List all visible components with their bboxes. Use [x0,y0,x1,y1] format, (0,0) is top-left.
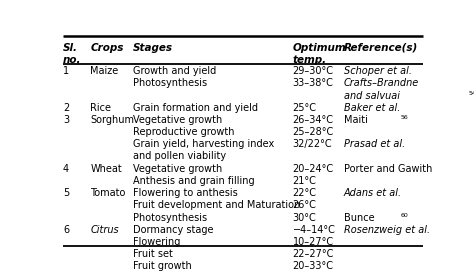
Text: 20–33°C: 20–33°C [292,261,334,271]
Text: Tomato: Tomato [91,188,126,198]
Text: Grain yield, harvesting index
and pollen viability: Grain yield, harvesting index and pollen… [133,139,274,161]
Text: 1: 1 [63,66,69,76]
Text: Reference(s): Reference(s) [344,43,418,53]
Text: Citrus: Citrus [91,225,119,235]
Text: 26–34°C: 26–34°C [292,115,334,125]
Text: Maize: Maize [91,66,118,76]
Text: 30°C: 30°C [292,212,316,222]
Text: Vegetative growth: Vegetative growth [133,115,222,125]
Text: Sl.
no.: Sl. no. [63,43,82,64]
Text: 22–27°C: 22–27°C [292,249,334,259]
Text: 25–28°C: 25–28°C [292,127,334,137]
Text: Growth and yield: Growth and yield [133,66,216,76]
Text: Optimum
temp.: Optimum temp. [292,43,346,64]
Text: 4: 4 [63,164,69,174]
Text: Crops: Crops [91,43,124,53]
Text: 20–24°C: 20–24°C [292,164,334,174]
Text: Adans et al.: Adans et al. [344,188,402,198]
Text: Prasad et al.: Prasad et al. [344,139,405,149]
Text: Fruit growth: Fruit growth [133,261,191,271]
Text: Wheat: Wheat [91,164,122,174]
Text: Reproductive growth: Reproductive growth [133,127,234,137]
Text: 22°C: 22°C [292,188,317,198]
Text: Schoper et al.: Schoper et al. [344,66,412,76]
Text: 2: 2 [63,103,69,113]
Text: Photosynthesis: Photosynthesis [133,212,207,222]
Text: Fruit set: Fruit set [133,249,173,259]
Text: 54: 54 [468,91,474,96]
Text: Flowering: Flowering [133,237,180,247]
Text: 6: 6 [63,225,69,235]
Text: 21°C: 21°C [292,176,316,186]
Text: 10–27°C: 10–27°C [292,237,334,247]
Text: Grain formation and yield: Grain formation and yield [133,103,258,113]
Text: 25°C: 25°C [292,103,317,113]
Text: 26°C: 26°C [292,200,316,210]
Text: Bunce: Bunce [344,212,374,222]
Text: 60: 60 [401,212,408,217]
Text: Stages: Stages [133,43,173,53]
Text: Fruit development and Maturation: Fruit development and Maturation [133,200,300,210]
Text: Rosenzweig et al.: Rosenzweig et al. [344,225,430,235]
Text: 3: 3 [63,115,69,125]
Text: Dormancy stage: Dormancy stage [133,225,213,235]
Text: Flowering to anthesis: Flowering to anthesis [133,188,237,198]
Text: 29–30°C: 29–30°C [292,66,334,76]
Text: 56: 56 [401,115,408,120]
Text: Baker et al.: Baker et al. [344,103,401,113]
Text: Anthesis and grain filling: Anthesis and grain filling [133,176,255,186]
Text: Maiti: Maiti [344,115,368,125]
Text: 32/22°C: 32/22°C [292,139,332,149]
Text: −4–14°C: −4–14°C [292,225,336,235]
Text: Crafts–Brandne: Crafts–Brandne [344,78,419,88]
Text: Sorghum: Sorghum [91,115,135,125]
Text: and salvuai: and salvuai [344,91,400,101]
Text: Porter and Gawith: Porter and Gawith [344,164,432,174]
Text: Vegetative growth: Vegetative growth [133,164,222,174]
Text: Photosynthesis: Photosynthesis [133,78,207,88]
Text: Rice: Rice [91,103,111,113]
Text: 5: 5 [63,188,69,198]
Text: 33–38°C: 33–38°C [292,78,333,88]
